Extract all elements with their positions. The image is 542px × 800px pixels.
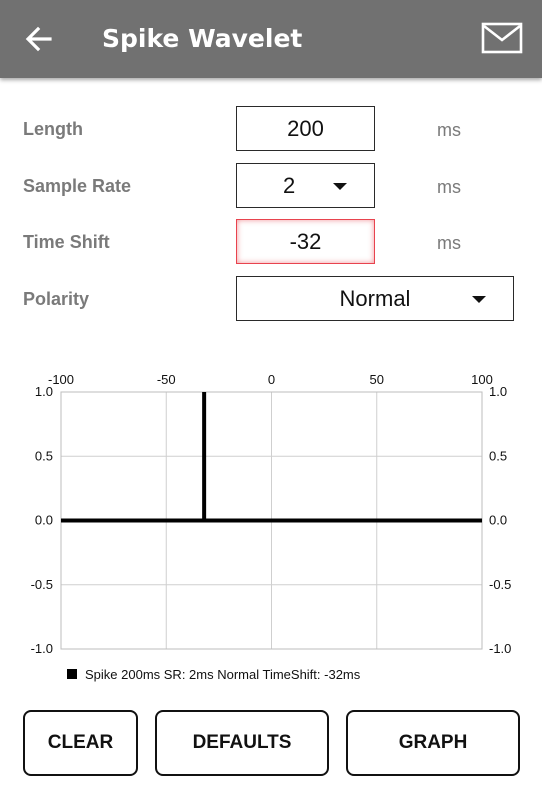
arrow-left-icon[interactable] [22, 22, 56, 56]
page-title: Spike Wavelet [102, 24, 303, 53]
length-value: 200 [287, 115, 324, 141]
x-tick-label: 100 [471, 372, 493, 387]
polarity-select[interactable]: Normal [236, 276, 514, 321]
mail-icon[interactable] [481, 22, 523, 54]
chevron-down-icon [472, 296, 486, 303]
length-label: Length [23, 119, 83, 139]
polarity-value: Normal [339, 285, 411, 311]
series-line [61, 392, 482, 523]
x-tick-label: 50 [370, 372, 384, 387]
sample-rate-label: Sample Rate [23, 176, 132, 196]
time-shift-unit: ms [437, 233, 461, 253]
y-tick-label-right: -0.5 [489, 577, 511, 592]
x-tick-label: 0 [268, 372, 275, 387]
app-bar: Spike Wavelet [0, 0, 542, 78]
sample-rate-select[interactable]: 2 [236, 163, 375, 208]
defaults-button[interactable]: DEFAULTS [155, 710, 329, 776]
polarity-label: Polarity [23, 289, 90, 309]
length-unit: ms [437, 120, 461, 140]
graph-button[interactable]: GRAPH [346, 710, 520, 776]
y-tick-label-left: 1.0 [35, 384, 53, 399]
y-tick-label-right: 1.0 [489, 384, 507, 399]
time-shift-input[interactable]: -32 [236, 219, 375, 264]
x-tick-label: -100 [48, 372, 74, 387]
legend-label: Spike 200ms SR: 2ms Normal TimeShift: -3… [85, 666, 361, 682]
legend-swatch [67, 669, 77, 679]
y-tick-label-right: 0.5 [489, 448, 507, 463]
y-tick-label-right: 0.0 [489, 513, 507, 528]
wavelet-chart: -100 -50 0 50 100 1.0 1.0 0.5 0.5 0.0 0.0 -0.5 -0.5-… [0, 360, 542, 690]
clear-button[interactable]: CLEAR [23, 710, 138, 776]
sample-rate-value: 2 [283, 172, 296, 198]
y-tick-label-left: 0.5 [35, 448, 53, 463]
time-shift-value: -32 [289, 228, 322, 254]
y-tick-label-left: 0.0 [35, 513, 53, 528]
time-shift-label: Time Shift [23, 232, 110, 252]
chevron-down-icon [333, 183, 347, 190]
chart-legend: Spike 200ms SR: 2ms Normal TimeShift: -3… [67, 665, 360, 683]
x-tick-label: -50 [157, 372, 176, 387]
y-tick-label-right: -1.0 [489, 641, 511, 656]
y-tick-label-left: -0.5 [31, 577, 53, 592]
length-input[interactable]: 200 [236, 106, 375, 151]
sample-rate-unit: ms [437, 177, 461, 197]
y-tick-label-left: -1.0 [31, 641, 53, 656]
